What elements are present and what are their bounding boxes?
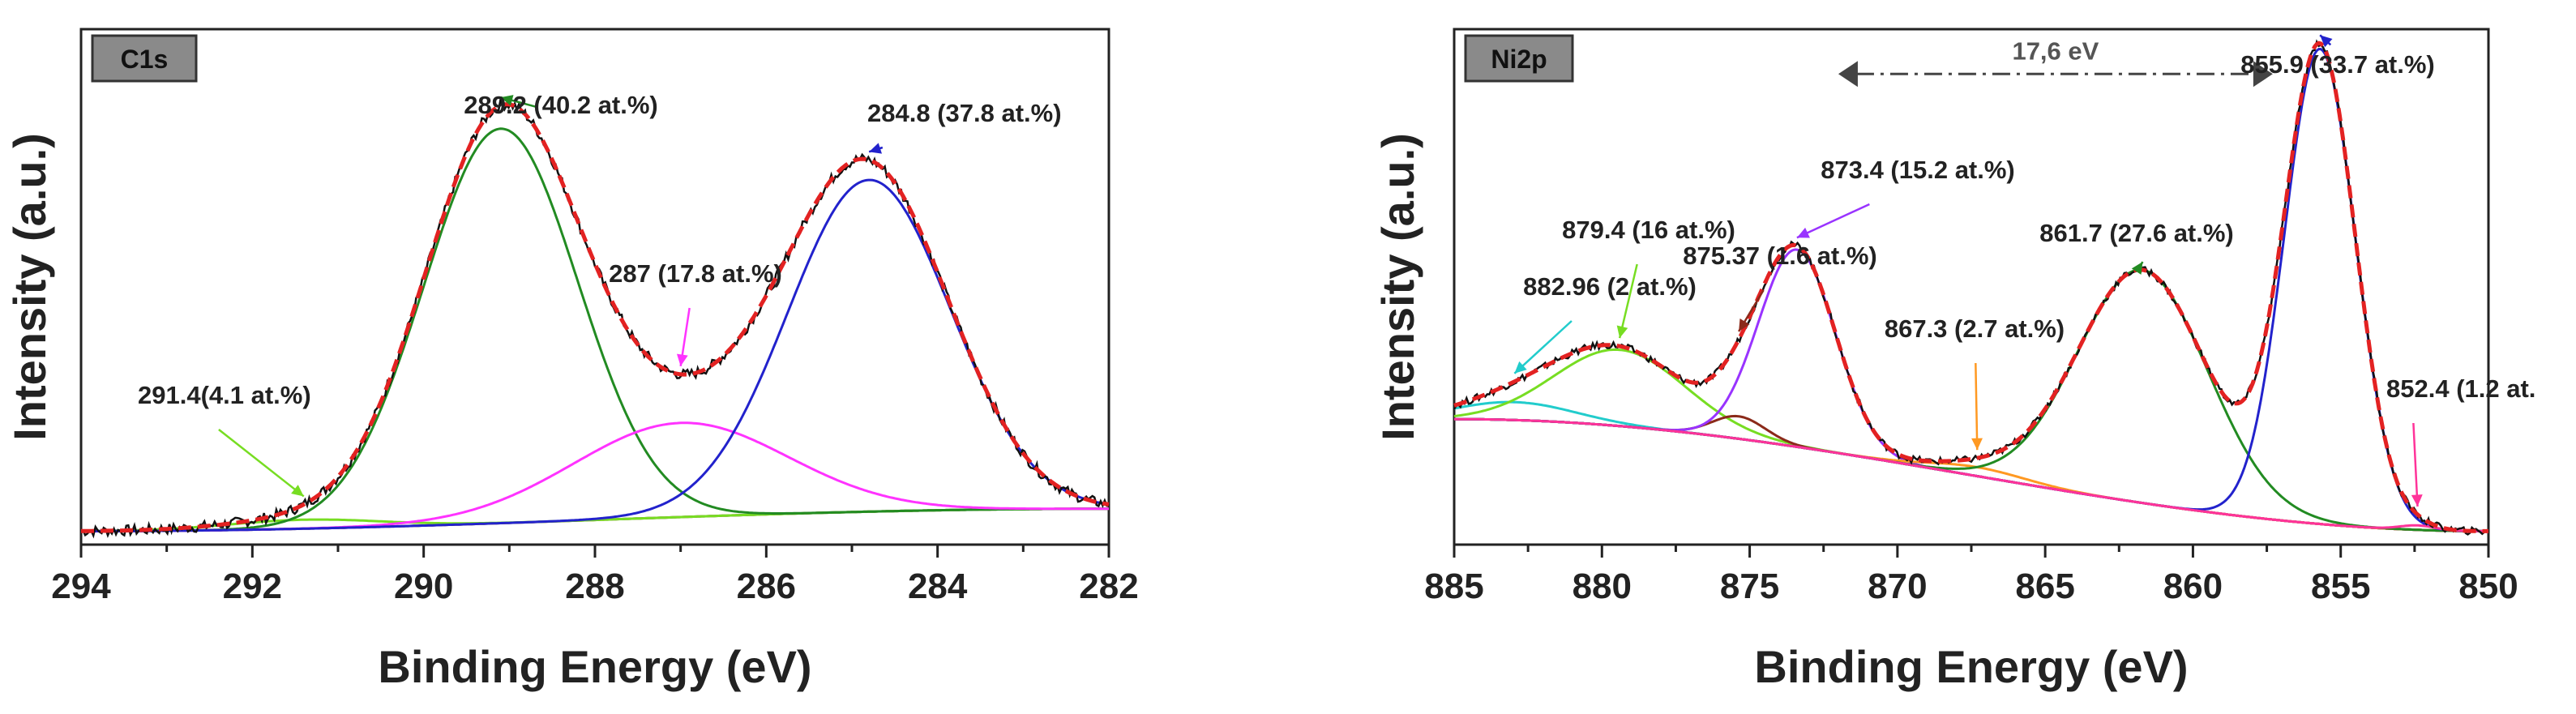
ni2p-title-badge (1464, 34, 1574, 83)
c1s-peak-label: 289.2 (40.2 at.%) (464, 91, 658, 119)
ni2p-annotation-arrowhead (1739, 319, 1750, 331)
ni2p-x-tick-label: 870 (1868, 566, 1927, 606)
c1s-title-badge (91, 34, 198, 83)
ni2p-component-879-4 (1453, 348, 2488, 532)
ni2p-y-axis-title: Intensity (a.u.) (1372, 133, 1423, 441)
ni2p-x-ticks: 885 880 875 870 865 860 855 850 (1424, 545, 2518, 606)
c1s-annotation-arrow (218, 429, 305, 498)
ni2p-x-tick-label: 865 (2015, 566, 2074, 606)
c1s-component-289-2 (81, 127, 1109, 532)
ni2p-peak-label: 855.9 (33.7 at.%) (2240, 50, 2435, 79)
c1s-title: C1s (121, 45, 169, 74)
ni2p-peak-label: 879.4 (16 at.%) (1562, 216, 1735, 244)
c1s-x-tick-label: 286 (737, 566, 796, 606)
c1s-y-axis-title: Intensity (a.u.) (4, 133, 55, 441)
ni2p-x-axis-title: Binding Energy (eV) (1754, 641, 2188, 692)
c1s-peak-label: 284.8 (37.8 at.%) (867, 99, 1062, 127)
ni2p-x-tick-label: 860 (2163, 566, 2223, 606)
c1s-x-ticks: 294 292 290 288 286 284 282 (51, 545, 1139, 606)
ni2p-spin-orbit-splitting: 17,6 eV (1838, 36, 2273, 88)
ni2p-component-861-7 (1454, 268, 2488, 532)
c1s-annotation-arrowhead (869, 143, 882, 154)
c1s-x-tick-label: 282 (1079, 566, 1138, 606)
ni2p-annotation-arrow (1975, 362, 1979, 451)
c1s-x-tick-label: 284 (908, 566, 968, 606)
ni2p-x-tick-label: 850 (2458, 566, 2518, 606)
ni2p-annotations: 855.9 (33.7 at.%) 873.4 (15.2 at.%) 879.4 … (1513, 34, 2535, 507)
ni2p-peak-label: 873.4 (15.2 at.%) (1821, 156, 2015, 184)
ni2p-x-tick-label: 880 (1573, 566, 1632, 606)
c1s-annotation-arrowhead (676, 353, 688, 366)
c1s-component-curves (81, 127, 1110, 532)
c1s-peak-label: 291.4(4.1 at.%) (138, 381, 311, 409)
ni2p-annotation-arrowhead (1796, 227, 1810, 238)
c1s-x-tick-label: 294 (51, 566, 111, 606)
ni2p-fit-envelope (1453, 41, 2488, 533)
ni2p-annotation-arrow (1513, 320, 1573, 374)
ni2p-component-852-4 (1454, 417, 2488, 532)
ni2p-annotation-arrowhead (1616, 325, 1628, 339)
ni2p-component-curves (1453, 47, 2488, 532)
ni2p-title: Ni2p (1491, 45, 1547, 74)
c1s-envelope-layer (80, 97, 1110, 539)
ni2p-peak-label: 882.96 (2 at.%) (1523, 272, 1697, 301)
c1s-annotation-arrowhead (291, 485, 304, 497)
ni2p-envelope-layer (1453, 39, 2489, 536)
c1s-annotation-arrowhead (500, 95, 514, 106)
c1s-peak-label: 287 (17.8 at.%) (609, 259, 782, 288)
ni2p-annotation-arrowhead (1514, 361, 1527, 374)
c1s-component-284-8 (81, 178, 1110, 532)
c1s-x-tick-label: 290 (394, 566, 453, 606)
ni2p-splitting-arrow-right (2253, 61, 2273, 88)
ni2p-panel: 885 880 875 870 865 860 855 850 17,6 eV 855.9 (… (1372, 28, 2535, 692)
c1s-x-axis-title: Binding Energy (eV) (378, 641, 811, 692)
c1s-component-287 (81, 421, 1109, 532)
ni2p-x-tick-label: 875 (1720, 566, 1779, 606)
c1s-x-tick-label: 288 (565, 566, 624, 606)
ni2p-x-tick-label: 885 (1424, 566, 1483, 606)
ni2p-annotation-arrowhead (2320, 35, 2333, 48)
ni2p-peak-label: 867.3 (2.7 at.%) (1885, 314, 2065, 343)
ni2p-annotation-arrowhead (1971, 438, 1983, 451)
ni2p-splitting-arrow-left (1838, 61, 1858, 88)
ni2p-peak-label: 875.37 (1.6 at.%) (1683, 242, 1877, 270)
ni2p-peak-label: 861.7 (27.6 at.%) (2039, 219, 2234, 247)
ni2p-splitting-label: 17,6 eV (2012, 36, 2099, 65)
ni2p-component-875-37 (1454, 414, 2488, 532)
ni2p-peak-label: 852.4 (1.2 at. (2386, 374, 2535, 403)
ni2p-annotation-arrowhead (2411, 494, 2423, 507)
c1s-x-tick-label: 292 (223, 566, 282, 606)
c1s-panel: 294 292 290 288 286 284 282 289.2 (40.2 at.%)2… (4, 28, 1139, 692)
ni2p-annotation-arrow (2412, 422, 2419, 507)
ni2p-annotation-arrowhead (2131, 262, 2143, 275)
ni2p-annotation-arrow (1618, 263, 1638, 339)
ni2p-annotation-arrow (1796, 203, 1870, 239)
c1s-annotations: 289.2 (40.2 at.%) 287 (17.8 at.%) 284.8 (3… (138, 91, 1062, 498)
ni2p-x-tick-label: 855 (2311, 566, 2370, 606)
c1s-fit-envelope (81, 102, 1110, 533)
